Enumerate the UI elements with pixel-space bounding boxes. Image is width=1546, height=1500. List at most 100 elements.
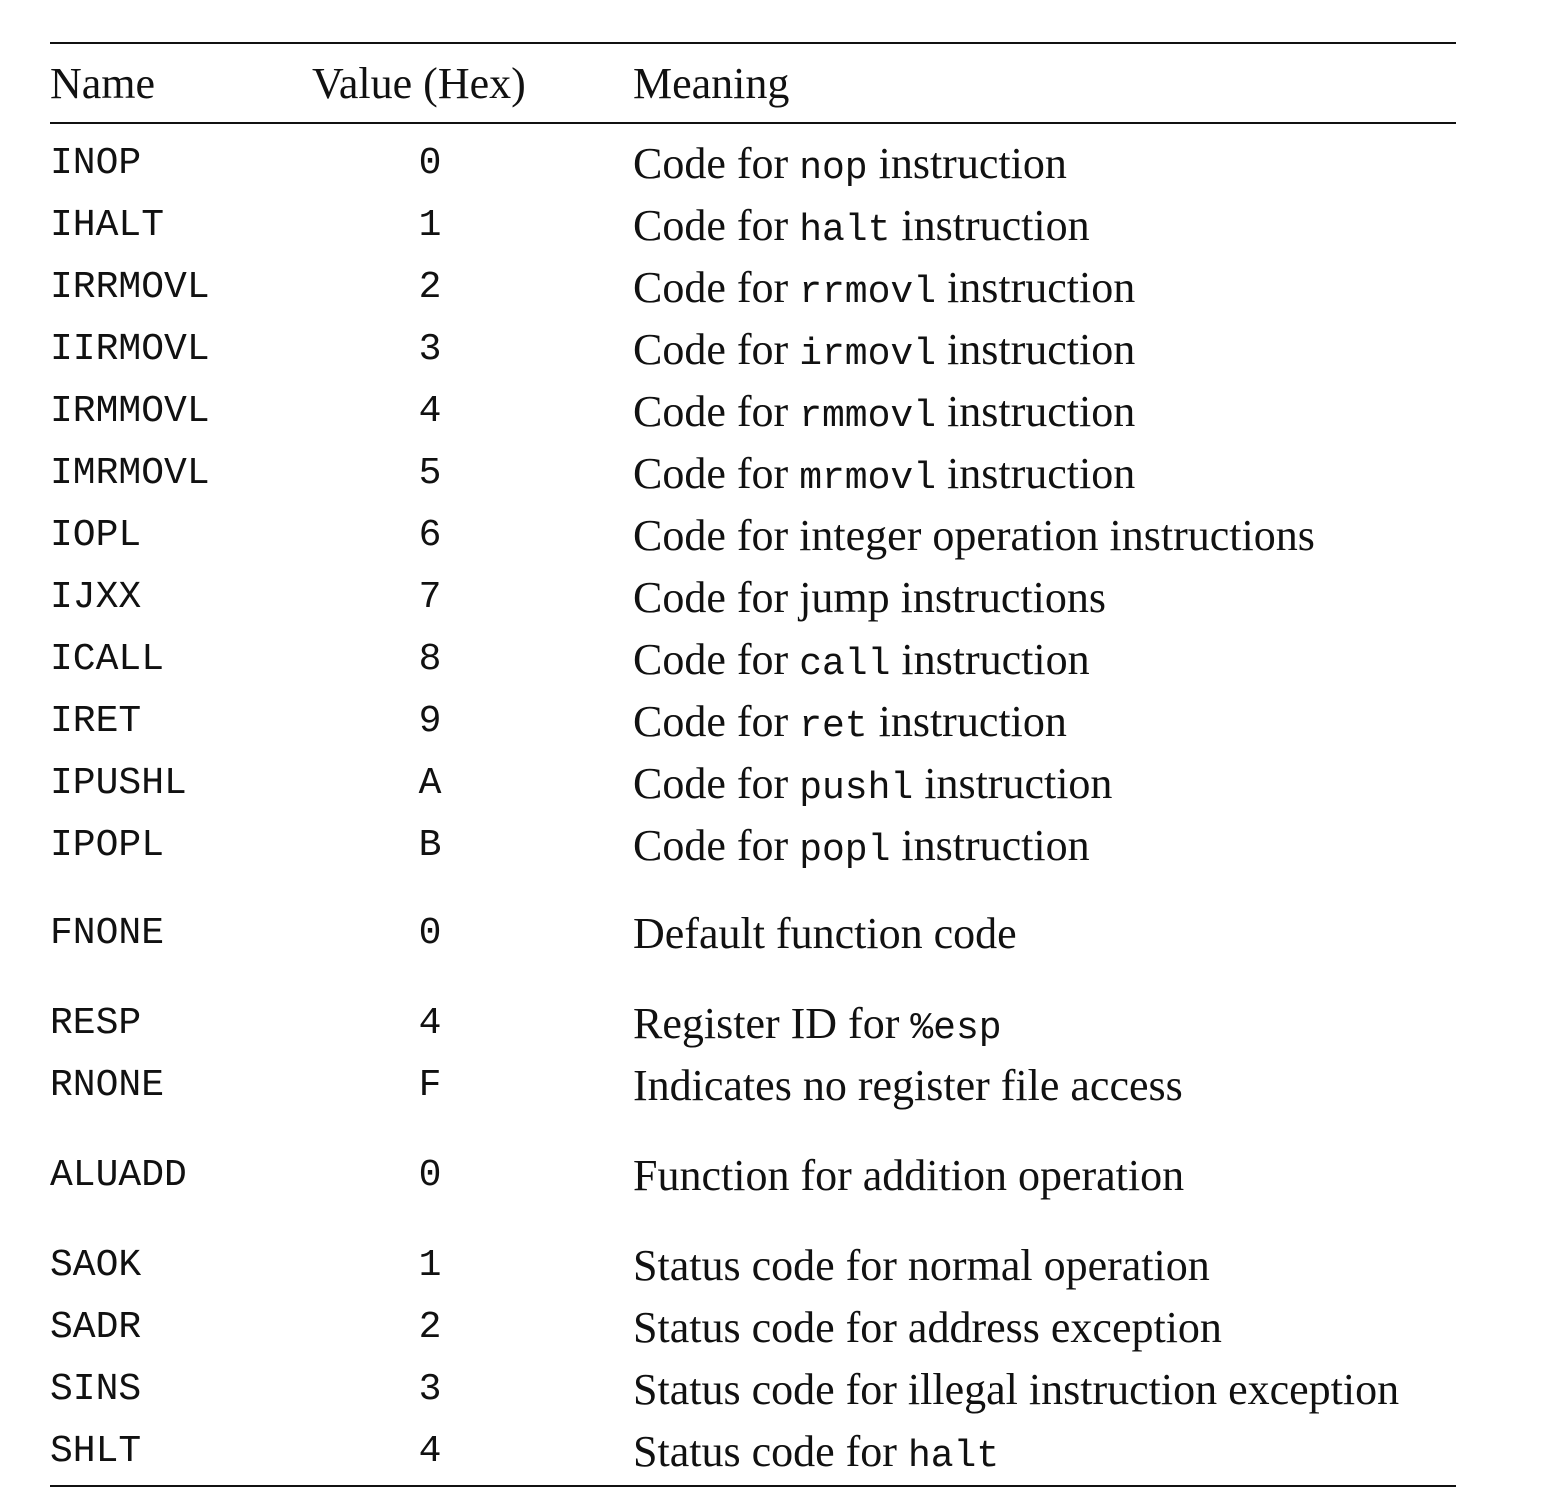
meaning-text: Code for <box>633 387 800 436</box>
cell-value: 4 <box>418 1430 442 1473</box>
cell-meaning: Indicates no register file access <box>633 1064 1183 1108</box>
cell-name: ALUADD <box>50 1154 187 1197</box>
header-name: Name <box>50 59 156 108</box>
cell-name: SHLT <box>50 1430 142 1473</box>
meaning-code: halt <box>907 1435 1000 1478</box>
cell-value: 9 <box>418 700 442 743</box>
meaning-code: mrmovl <box>799 457 937 500</box>
meaning-text: instruction <box>936 263 1136 312</box>
meaning-code: rrmovl <box>799 271 937 314</box>
cell-meaning: Code for rmmovl instruction <box>633 390 1135 436</box>
meaning-code: pushl <box>799 767 914 810</box>
meaning-text: Status code for address exception <box>633 1303 1222 1352</box>
meaning-text: Status code for <box>633 1427 908 1476</box>
cell-name: SINS <box>50 1368 142 1411</box>
meaning-text: instruction <box>890 201 1090 250</box>
meaning-code: halt <box>799 209 891 252</box>
meaning-text: Code for <box>633 449 800 498</box>
meaning-text: Default function code <box>633 909 1017 958</box>
cell-value: 3 <box>418 1368 442 1411</box>
cell-value: F <box>418 1064 442 1107</box>
cell-meaning: Code for popl instruction <box>633 824 1090 870</box>
header-meaning: Meaning <box>633 59 790 108</box>
meaning-text: Code for integer operation instructions <box>633 511 1315 560</box>
meaning-text: instruction <box>936 387 1136 436</box>
header-rule <box>50 122 1456 124</box>
cell-name: SAOK <box>50 1244 142 1287</box>
cell-value: A <box>418 762 442 805</box>
meaning-text: Code for <box>633 697 800 746</box>
cell-meaning: Status code for halt <box>633 1430 999 1476</box>
cell-meaning: Default function code <box>633 912 1017 956</box>
meaning-code: %esp <box>910 1007 1002 1050</box>
cell-value: 3 <box>418 328 442 371</box>
cell-meaning: Function for addition operation <box>633 1154 1184 1198</box>
meaning-code: popl <box>799 829 891 872</box>
meaning-text: instruction <box>913 759 1113 808</box>
meaning-text: Code for <box>633 201 800 250</box>
cell-meaning: Code for irmovl instruction <box>633 328 1135 374</box>
cell-value: 2 <box>418 1306 442 1349</box>
meaning-text: Register ID for <box>633 999 911 1048</box>
cell-meaning: Code for jump instructions <box>633 576 1106 620</box>
cell-name: IRMMOVL <box>50 390 210 433</box>
cell-meaning: Code for nop instruction <box>633 142 1067 188</box>
cell-name: INOP <box>50 142 142 185</box>
cell-value: 4 <box>418 390 442 433</box>
meaning-code: irmovl <box>799 333 937 376</box>
cell-meaning: Code for ret instruction <box>633 700 1067 746</box>
meaning-text: Code for <box>633 635 800 684</box>
meaning-text: instruction <box>890 635 1090 684</box>
cell-value: 1 <box>418 1244 442 1287</box>
top-rule <box>50 42 1456 44</box>
cell-meaning: Register ID for %esp <box>633 1002 1002 1048</box>
cell-name: FNONE <box>50 912 165 955</box>
meaning-text: instruction <box>890 821 1090 870</box>
cell-meaning: Status code for illegal instruction exce… <box>633 1368 1399 1412</box>
meaning-text: instruction <box>867 139 1067 188</box>
cell-meaning: Code for halt instruction <box>633 204 1090 250</box>
cell-value: 0 <box>418 1154 442 1197</box>
cell-meaning: Code for call instruction <box>633 638 1090 684</box>
meaning-text: Function for addition operation <box>633 1151 1185 1200</box>
meaning-text: Code for <box>633 821 800 870</box>
meaning-code: ret <box>799 705 868 748</box>
cell-value: 2 <box>418 266 442 309</box>
meaning-text: Code for jump instructions <box>633 573 1106 622</box>
meaning-code: call <box>799 643 891 686</box>
cell-meaning: Code for integer operation instructions <box>633 514 1315 558</box>
cell-name: IJXX <box>50 576 142 619</box>
meaning-code: rmmovl <box>799 395 937 438</box>
cell-meaning: Status code for address exception <box>633 1306 1222 1350</box>
cell-value: 8 <box>418 638 442 681</box>
cell-name: IRRMOVL <box>50 266 210 309</box>
cell-meaning: Status code for normal operation <box>633 1244 1210 1288</box>
meaning-text: Code for <box>633 759 800 808</box>
cell-name: ICALL <box>50 638 165 681</box>
meaning-text: Status code for normal operation <box>633 1241 1210 1290</box>
cell-name: SADR <box>50 1306 142 1349</box>
meaning-code: nop <box>799 147 868 190</box>
cell-name: IOPL <box>50 514 142 557</box>
header-value: Value (Hex) <box>312 59 526 108</box>
cell-value: 5 <box>418 452 442 495</box>
cell-meaning: Code for pushl instruction <box>633 762 1112 808</box>
cell-name: IIRMOVL <box>50 328 210 371</box>
cell-name: IHALT <box>50 204 165 247</box>
bottom-rule <box>50 1485 1456 1487</box>
meaning-text: instruction <box>936 325 1136 374</box>
cell-name: IPOPL <box>50 824 165 867</box>
meaning-text: Indicates no register file access <box>633 1061 1183 1110</box>
cell-name: RESP <box>50 1002 142 1045</box>
cell-meaning: Code for rrmovl instruction <box>633 266 1135 312</box>
cell-name: IPUSHL <box>50 762 187 805</box>
cell-value: 6 <box>418 514 442 557</box>
meaning-text: Code for <box>633 263 800 312</box>
cell-value: 1 <box>418 204 442 247</box>
meaning-text: Code for <box>633 325 800 374</box>
meaning-text: Code for <box>633 139 800 188</box>
cell-value: 4 <box>418 1002 442 1045</box>
meaning-text: instruction <box>867 697 1067 746</box>
meaning-text: Status code for illegal instruction exce… <box>633 1365 1400 1414</box>
cell-name: IMRMOVL <box>50 452 210 495</box>
